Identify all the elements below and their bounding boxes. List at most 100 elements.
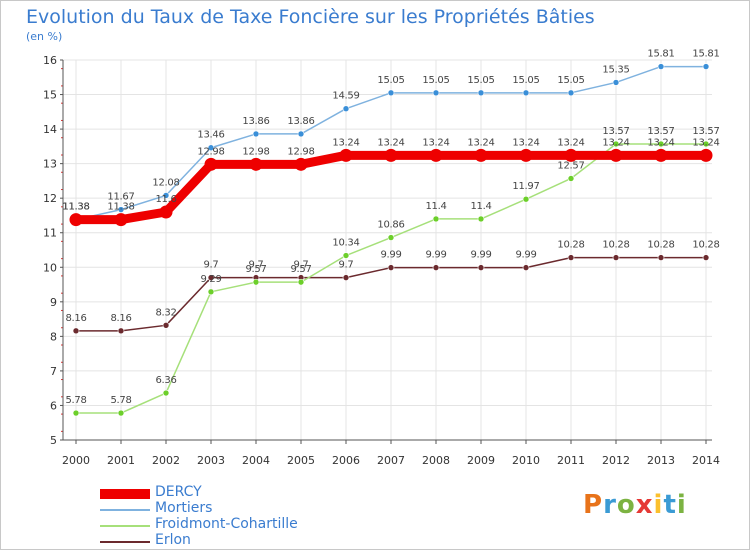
data-label: 12.98 xyxy=(287,146,314,157)
data-label: 5.78 xyxy=(65,395,86,406)
data-point xyxy=(429,148,443,162)
data-point xyxy=(432,89,440,97)
data-label: 13.46 xyxy=(197,130,224,141)
data-point xyxy=(612,79,620,86)
data-label: 10.28 xyxy=(602,240,629,251)
data-label: 13.86 xyxy=(242,116,269,127)
data-point xyxy=(342,274,350,281)
chart-subtitle: (en %) xyxy=(26,30,63,43)
proxiti-logo: Proxiti xyxy=(583,490,687,520)
x-tick-label: 2001 xyxy=(107,454,135,467)
data-point xyxy=(477,89,485,97)
data-label: 9.99 xyxy=(425,250,446,261)
data-point xyxy=(654,148,668,162)
data-label: 9.99 xyxy=(380,250,401,261)
data-label: 8.16 xyxy=(110,313,131,324)
data-point xyxy=(702,63,710,70)
data-label: 13.57 xyxy=(647,126,674,137)
legend-swatch-erlon xyxy=(100,541,150,543)
data-point xyxy=(702,254,710,261)
logo-letter: x xyxy=(635,490,654,520)
data-label: 8.32 xyxy=(155,307,176,318)
legend-label-erlon: Erlon xyxy=(155,532,191,548)
data-label: 13.24 xyxy=(557,137,584,148)
y-tick-label: 11 xyxy=(43,227,57,240)
y-tick-label: 14 xyxy=(43,123,57,136)
data-point xyxy=(477,264,485,271)
x-tick-label: 2012 xyxy=(602,454,630,467)
data-point xyxy=(567,175,575,182)
y-tick-label: 13 xyxy=(43,158,57,171)
data-point xyxy=(522,264,530,271)
data-point xyxy=(609,148,623,162)
x-tick-label: 2014 xyxy=(692,454,720,467)
data-label: 9.7 xyxy=(338,260,353,271)
data-point xyxy=(702,140,710,148)
data-point xyxy=(162,322,170,329)
data-label: 5.78 xyxy=(110,395,131,406)
x-tick-label: 2007 xyxy=(377,454,405,467)
data-point xyxy=(162,389,170,397)
data-label: 15.81 xyxy=(692,49,719,60)
data-label: 14.59 xyxy=(332,91,359,102)
x-tick-label: 2010 xyxy=(512,454,540,467)
data-point xyxy=(72,409,80,417)
data-label: 13.24 xyxy=(692,137,719,148)
data-point xyxy=(114,213,128,227)
data-point xyxy=(339,148,353,162)
data-label: 10.28 xyxy=(692,240,719,251)
data-label: 15.05 xyxy=(422,75,449,86)
data-point xyxy=(117,409,125,417)
data-point xyxy=(117,327,125,335)
logo-letter: o xyxy=(616,490,636,520)
data-label: 11.4 xyxy=(470,201,491,212)
x-tick-label: 2011 xyxy=(557,454,585,467)
data-point xyxy=(387,234,395,241)
data-label: 10.28 xyxy=(647,240,674,251)
data-point xyxy=(162,192,170,199)
x-tick-label: 2008 xyxy=(422,454,450,467)
x-tick-label: 2006 xyxy=(332,454,360,467)
data-point xyxy=(294,157,308,171)
data-label: 15.05 xyxy=(512,75,539,86)
data-point xyxy=(657,140,665,148)
data-point xyxy=(297,278,305,286)
data-label: 11.67 xyxy=(107,192,134,203)
data-label: 9.57 xyxy=(245,264,266,275)
data-point xyxy=(207,274,215,281)
x-tick-label: 2005 xyxy=(287,454,315,467)
data-label: 11.6 xyxy=(155,194,176,205)
data-label: 9.99 xyxy=(470,250,491,261)
data-label: 13.24 xyxy=(647,137,674,148)
data-point xyxy=(342,252,350,259)
x-tick-label: 2013 xyxy=(647,454,675,467)
legend-label-mortiers: Mortiers xyxy=(155,500,213,516)
y-tick-label: 10 xyxy=(43,261,57,274)
data-label: 11.97 xyxy=(512,181,539,192)
logo-letter: P xyxy=(583,490,604,520)
x-tick-label: 2003 xyxy=(197,454,225,467)
data-label: 13.24 xyxy=(512,137,539,148)
x-tick-label: 2002 xyxy=(152,454,180,467)
logo-letter: r xyxy=(603,490,617,520)
data-label: 15.35 xyxy=(602,64,629,75)
data-point xyxy=(204,157,218,171)
data-point xyxy=(384,148,398,162)
data-point xyxy=(207,144,215,152)
data-label: 10.34 xyxy=(332,238,359,249)
data-label: 13.86 xyxy=(287,116,314,127)
data-label: 12.98 xyxy=(197,146,224,157)
data-point xyxy=(207,288,215,296)
y-tick-label: 16 xyxy=(43,54,57,67)
data-point xyxy=(657,254,665,261)
data-point xyxy=(249,157,263,171)
data-point xyxy=(612,254,620,261)
data-point xyxy=(252,278,260,286)
legend-swatch-froidmont xyxy=(100,525,150,527)
data-label: 13.57 xyxy=(602,126,629,137)
data-label: 11.38 xyxy=(62,202,89,213)
data-point xyxy=(567,254,575,261)
data-point xyxy=(159,205,173,219)
data-label: 15.05 xyxy=(467,75,494,86)
data-label: 13.24 xyxy=(332,137,359,148)
